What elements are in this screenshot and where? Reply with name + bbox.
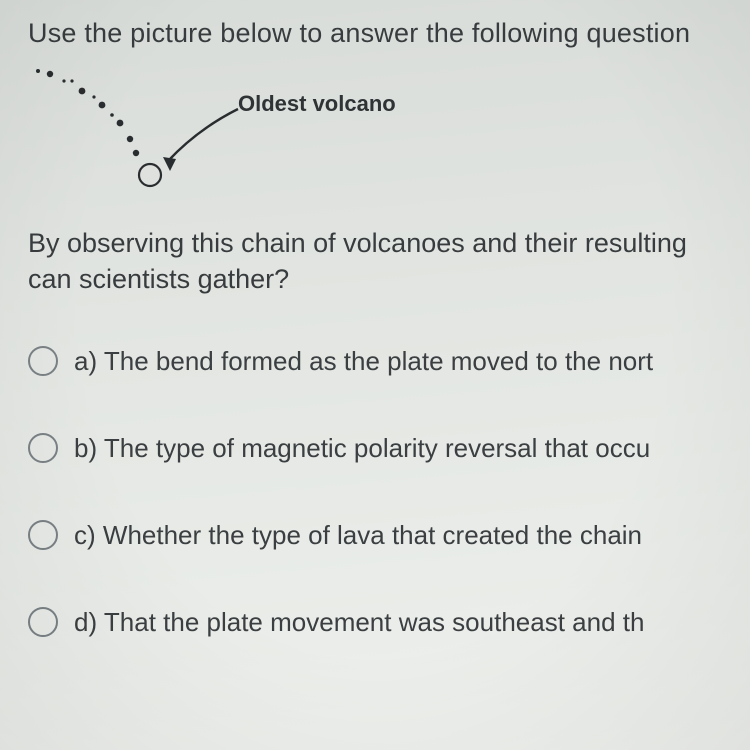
oldest-volcano-label: Oldest volcano: [238, 91, 396, 117]
option-text: b) The type of magnetic polarity reversa…: [74, 433, 650, 464]
option-label: Whether the type of lava that created th…: [103, 520, 642, 550]
options-list: a) The bend formed as the plate moved to…: [28, 346, 750, 638]
option-letter: c): [74, 520, 96, 550]
option-letter: a): [74, 346, 97, 376]
option-label: That the plate movement was southeast an…: [104, 607, 645, 637]
instruction-text: Use the picture below to answer the foll…: [28, 18, 750, 49]
option-text: c) Whether the type of lava that created…: [74, 520, 642, 551]
radio-icon[interactable]: [28, 520, 58, 550]
radio-icon[interactable]: [28, 346, 58, 376]
diagram-svg: [28, 59, 388, 219]
question-text: By observing this chain of volcanoes and…: [28, 225, 750, 298]
option-label: The type of magnetic polarity reversal t…: [104, 433, 650, 463]
option-a[interactable]: a) The bend formed as the plate moved to…: [28, 346, 750, 377]
question-line-2: can scientists gather?: [28, 264, 289, 294]
radio-icon[interactable]: [28, 607, 58, 637]
option-letter: b): [74, 433, 97, 463]
option-label: The bend formed as the plate moved to th…: [104, 346, 653, 376]
option-b[interactable]: b) The type of magnetic polarity reversa…: [28, 433, 750, 464]
option-text: d) That the plate movement was southeast…: [74, 607, 644, 638]
option-text: a) The bend formed as the plate moved to…: [74, 346, 653, 377]
option-c[interactable]: c) Whether the type of lava that created…: [28, 520, 750, 551]
radio-icon[interactable]: [28, 433, 58, 463]
option-d[interactable]: d) That the plate movement was southeast…: [28, 607, 750, 638]
volcano-diagram: Oldest volcano: [28, 59, 750, 219]
option-letter: d): [74, 607, 97, 637]
question-line-1: By observing this chain of volcanoes and…: [28, 228, 687, 258]
